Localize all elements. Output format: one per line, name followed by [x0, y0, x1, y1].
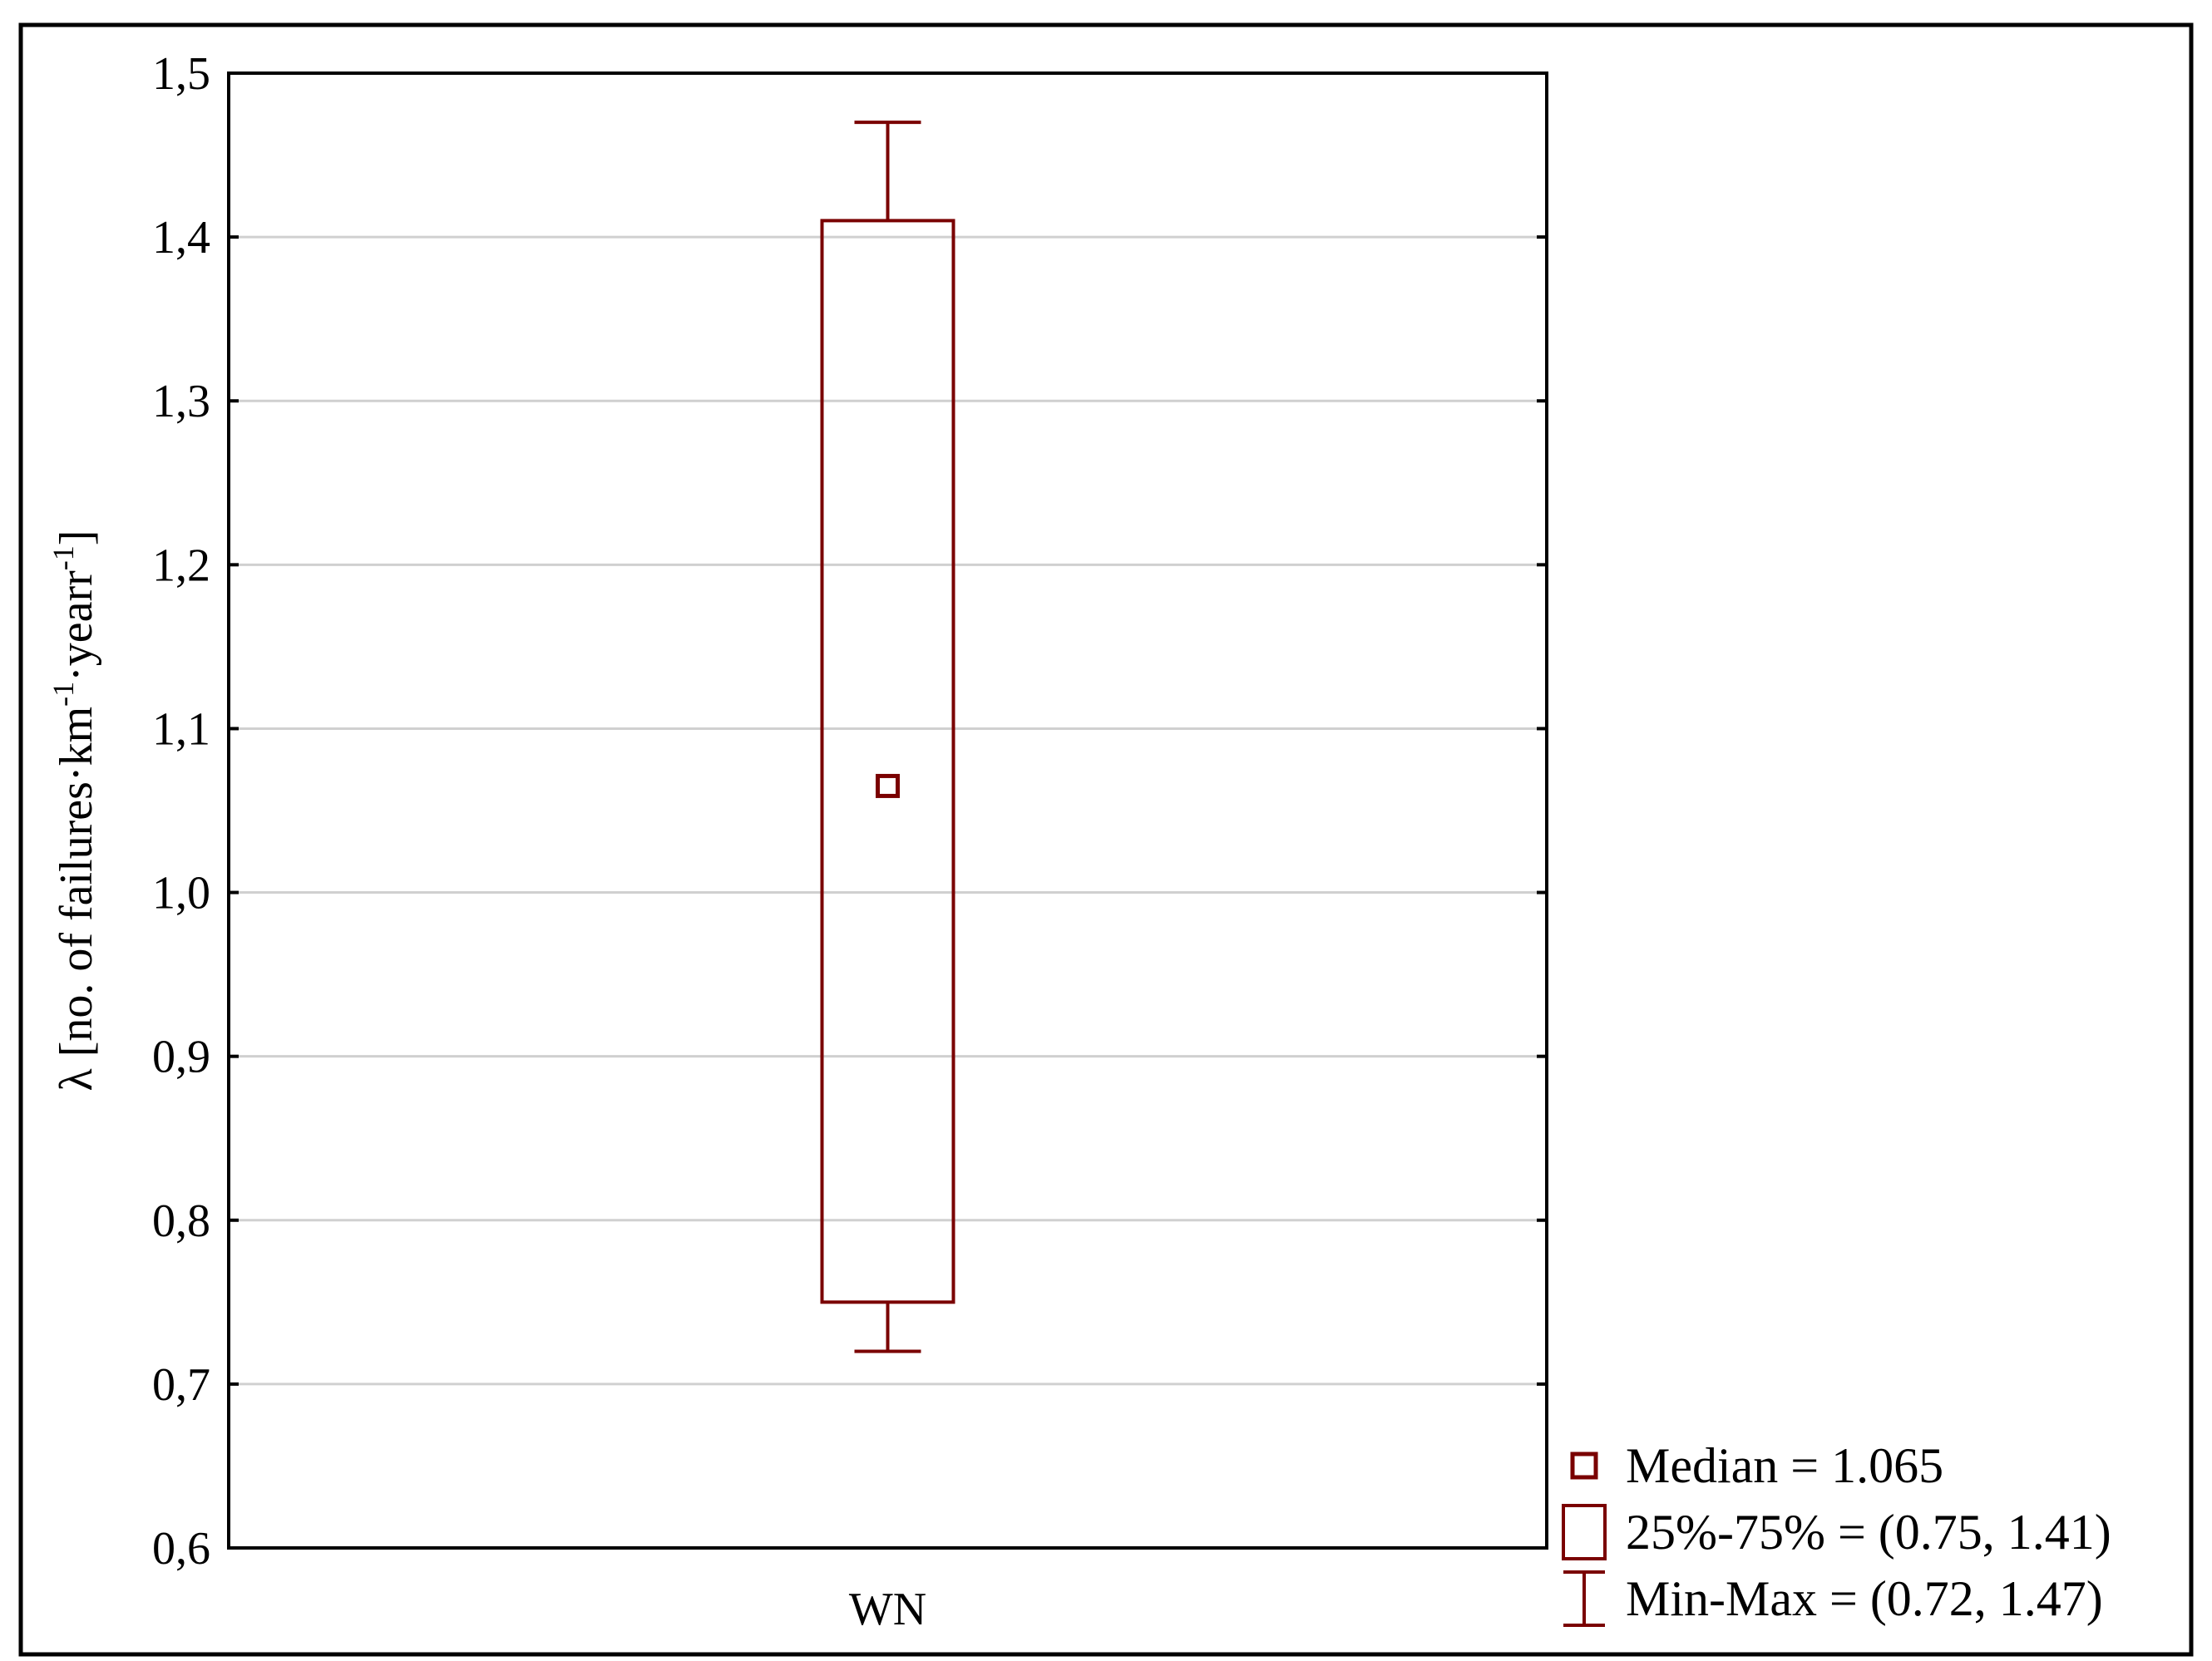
y-axis-label-mid: ·yearr: [51, 570, 102, 682]
legend-entry-median: Median = 1.065: [1570, 1438, 1943, 1493]
legend-label: Median = 1.065: [1626, 1438, 1943, 1493]
x-axis-tick-labels: WN: [849, 1584, 926, 1635]
y-axis-label-sup1: -1: [47, 682, 80, 707]
outer-frame: [18, 22, 2194, 1657]
iqr-box: [820, 219, 955, 1304]
plot-area: [227, 71, 1548, 1550]
y-axis-label-suffix: ]: [51, 530, 102, 546]
y-axis-label: λ [no. of failures·km-1·yearr-1]: [47, 530, 102, 1092]
y-axis-tick-labels: 0,6 0,7 0,8 0,9 1,0 1,1 1,2 1,3 1,4 1,5: [152, 48, 210, 1575]
y-tick-label: 0,9: [152, 1032, 210, 1083]
y-axis-label-sup2: -1: [47, 545, 80, 570]
y-tick-label: 1,3: [152, 376, 210, 427]
grid-lines: [229, 235, 1547, 1386]
legend-box-swatch: [1562, 1504, 1607, 1560]
box-series: [820, 121, 955, 1353]
y-tick-label: 0,7: [152, 1359, 210, 1411]
y-tick-label: 1,0: [152, 868, 210, 919]
legend: Median = 1.065 25%-75% = (0.75, 1.41) Min-…: [1562, 1438, 2111, 1627]
legend-entry-box: 25%-75% = (0.75, 1.41): [1562, 1504, 2111, 1560]
y-tick-label: 0,8: [152, 1195, 210, 1247]
y-axis-ticks: [229, 71, 1547, 1550]
legend-median-swatch: [1570, 1452, 1598, 1480]
legend-label: Min-Max = (0.72, 1.47): [1626, 1571, 2103, 1626]
x-tick-label: WN: [849, 1584, 926, 1635]
y-tick-label: 1,2: [152, 540, 210, 591]
y-tick-label: 1,1: [152, 703, 210, 755]
y-tick-label: 1,4: [152, 212, 210, 264]
box-WN: [820, 121, 955, 1353]
legend-label: 25%-75% = (0.75, 1.41): [1626, 1505, 2111, 1560]
legend-entry-whisker: Min-Max = (0.72, 1.47): [1563, 1570, 2103, 1627]
median-marker: [876, 773, 900, 798]
y-axis-label-prefix: λ [no. of failures·km: [51, 707, 102, 1092]
y-tick-label: 0,6: [152, 1523, 210, 1575]
y-tick-label: 1,5: [152, 48, 210, 100]
